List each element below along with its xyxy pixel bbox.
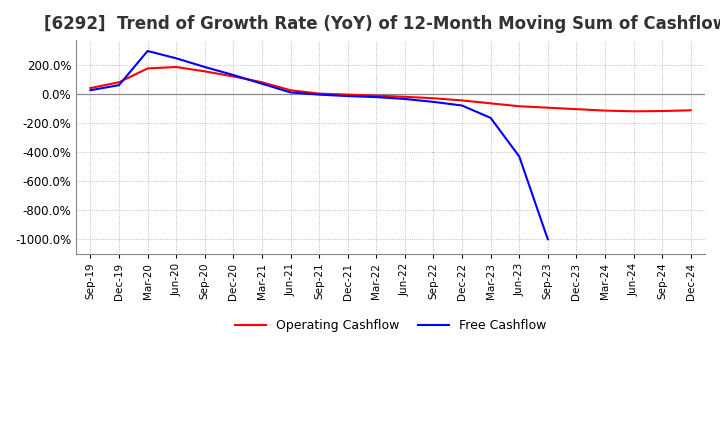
Free Cashflow bbox=[143, 48, 152, 54]
Operating Cashflow bbox=[200, 69, 209, 74]
Operating Cashflow bbox=[114, 80, 123, 85]
Operating Cashflow bbox=[86, 85, 95, 91]
Operating Cashflow bbox=[400, 94, 409, 99]
Operating Cashflow bbox=[429, 95, 438, 101]
Free Cashflow bbox=[86, 88, 95, 93]
Free Cashflow bbox=[544, 237, 552, 242]
Free Cashflow bbox=[114, 83, 123, 88]
Free Cashflow bbox=[258, 81, 266, 86]
Operating Cashflow bbox=[286, 88, 294, 93]
Operating Cashflow bbox=[572, 106, 581, 112]
Free Cashflow bbox=[343, 93, 352, 99]
Free Cashflow bbox=[486, 115, 495, 121]
Legend: Operating Cashflow, Free Cashflow: Operating Cashflow, Free Cashflow bbox=[230, 314, 552, 337]
Operating Cashflow bbox=[544, 105, 552, 110]
Operating Cashflow bbox=[229, 74, 238, 79]
Operating Cashflow bbox=[486, 101, 495, 106]
Free Cashflow bbox=[315, 92, 323, 97]
Free Cashflow bbox=[515, 154, 523, 159]
Operating Cashflow bbox=[686, 108, 695, 113]
Operating Cashflow bbox=[458, 98, 467, 103]
Operating Cashflow bbox=[600, 108, 609, 113]
Line: Operating Cashflow: Operating Cashflow bbox=[91, 67, 690, 111]
Title: [6292]  Trend of Growth Rate (YoY) of 12-Month Moving Sum of Cashflows: [6292] Trend of Growth Rate (YoY) of 12-… bbox=[43, 15, 720, 33]
Operating Cashflow bbox=[629, 109, 638, 114]
Free Cashflow bbox=[458, 103, 467, 108]
Free Cashflow bbox=[429, 99, 438, 105]
Operating Cashflow bbox=[515, 103, 523, 109]
Free Cashflow bbox=[172, 55, 181, 61]
Operating Cashflow bbox=[315, 91, 323, 96]
Operating Cashflow bbox=[658, 108, 667, 114]
Line: Free Cashflow: Free Cashflow bbox=[91, 51, 548, 239]
Free Cashflow bbox=[400, 96, 409, 102]
Operating Cashflow bbox=[343, 92, 352, 97]
Free Cashflow bbox=[229, 72, 238, 77]
Operating Cashflow bbox=[258, 80, 266, 85]
Free Cashflow bbox=[372, 95, 381, 100]
Operating Cashflow bbox=[372, 93, 381, 98]
Operating Cashflow bbox=[172, 64, 181, 70]
Operating Cashflow bbox=[143, 66, 152, 71]
Free Cashflow bbox=[200, 64, 209, 70]
Free Cashflow bbox=[286, 90, 294, 95]
